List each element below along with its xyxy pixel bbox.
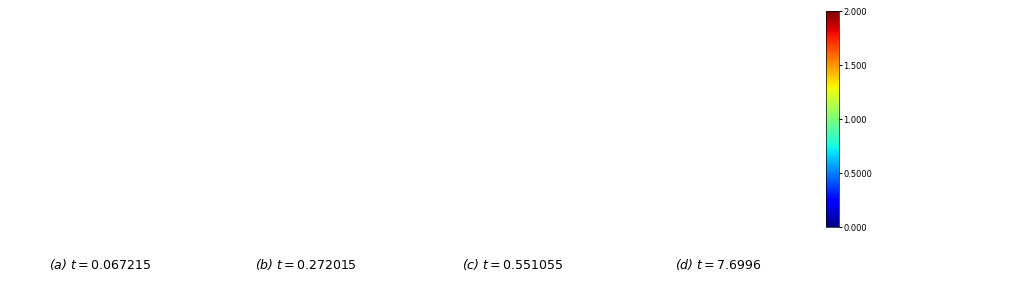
- Bar: [718, 119, 814, 227]
- Text: (d) $t = 7.6996$: (d) $t = 7.6996$: [675, 257, 762, 272]
- Text: (b) $t = 0.272015$: (b) $t = 0.272015$: [255, 257, 357, 272]
- Bar: [100, 119, 195, 227]
- Text: (a) $t = 0.067215$: (a) $t = 0.067215$: [49, 257, 151, 272]
- Bar: [513, 119, 607, 227]
- Bar: [306, 119, 401, 227]
- Text: (c) $t = 0.551055$: (c) $t = 0.551055$: [462, 257, 563, 272]
